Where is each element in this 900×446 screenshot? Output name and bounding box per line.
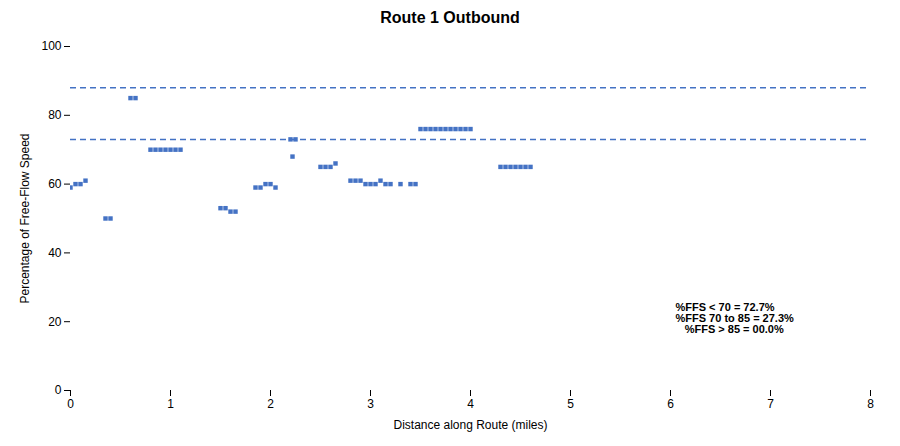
svg-text:8: 8 — [867, 397, 874, 411]
svg-text:6: 6 — [667, 397, 674, 411]
html-text:Route 1 Outbound: Route 1 Outbound — [380, 9, 520, 26]
svg-text:80: 80 — [48, 108, 62, 122]
svg-text:Distance along Route (miles): Distance along Route (miles) — [393, 418, 547, 432]
svg-text:100: 100 — [41, 39, 61, 53]
svg-text:0: 0 — [55, 383, 62, 397]
svg-text:20: 20 — [48, 315, 62, 329]
svg-text:60: 60 — [48, 177, 62, 191]
svg-text:Percentage of Free-Flow Speed: Percentage of Free-Flow Speed — [18, 133, 32, 303]
svg-text:4: 4 — [467, 397, 474, 411]
svg-text:2: 2 — [267, 397, 274, 411]
svg-text:7: 7 — [767, 397, 774, 411]
svg-text:3: 3 — [367, 397, 374, 411]
svg-text:40: 40 — [48, 246, 62, 260]
svg-text:0: 0 — [67, 397, 74, 411]
svg-text:%FFS < 70 = 72.7%%FFS 70 to 85: %FFS < 70 = 72.7%%FFS 70 to 85 = 27.3% %… — [676, 301, 795, 335]
svg-text:5: 5 — [567, 397, 574, 411]
svg-text:1: 1 — [167, 397, 174, 411]
